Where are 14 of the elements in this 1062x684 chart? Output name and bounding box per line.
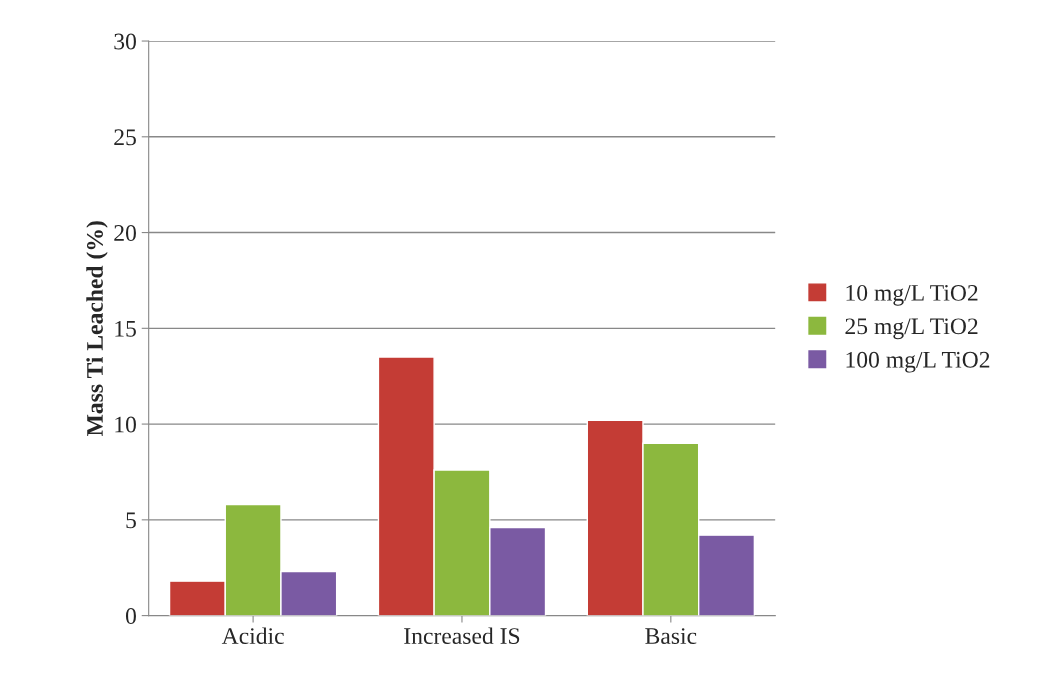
y-tick-label: 25: [114, 129, 136, 146]
x-tick-label: Increased IS: [404, 627, 520, 645]
x-tick-label: Basic: [645, 628, 697, 645]
y-tick-label: 15: [115, 320, 136, 337]
y-tick-label: 0: [125, 608, 136, 625]
x-tick-label: Acidic: [221, 627, 284, 645]
y-tick-label: 10: [115, 416, 136, 433]
legend-label: 25 mg/L TiO2: [845, 318, 978, 340]
y-tick-label: 30: [114, 33, 136, 50]
y-tick-label: 20: [114, 225, 136, 241]
legend-label: 100 mg/L TiO2: [846, 351, 990, 373]
y-axis-title: Mass Ti Leached (%): [86, 221, 108, 437]
legend-label: 10 mg/L TiO2: [846, 284, 978, 306]
y-tick-label: 5: [126, 512, 136, 529]
